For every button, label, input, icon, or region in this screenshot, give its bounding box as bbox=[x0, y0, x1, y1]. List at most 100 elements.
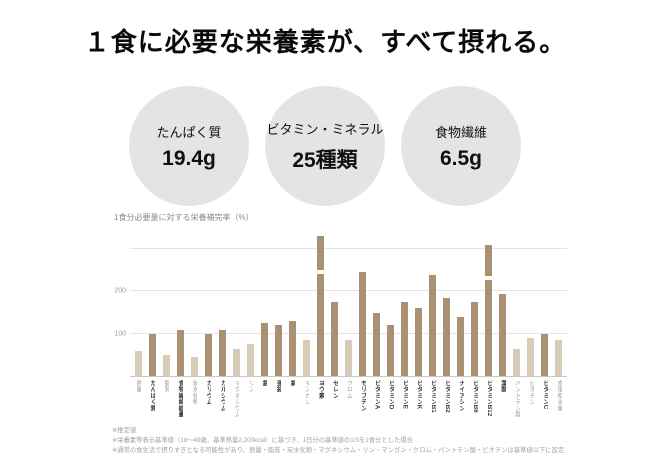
label-slot: カルシウム bbox=[215, 380, 229, 430]
bar-slot bbox=[482, 244, 496, 376]
x-axis-label: モリブデン bbox=[359, 380, 366, 411]
bar-カルシウム bbox=[218, 329, 226, 376]
bar-slot bbox=[341, 340, 355, 376]
stat-circle-1: ビタミン・ミネラル 25種類 bbox=[265, 86, 385, 206]
nutrition-chart: 1食分必要量に対する栄養補完率（%） 100 200 熱量 たんぱく質 脂質 食物繊維総… bbox=[112, 212, 567, 430]
main-headline: １食に必要な栄養素が、すべて摂れる。 bbox=[83, 27, 567, 57]
bar-slot bbox=[552, 340, 566, 376]
label-slot: ビタミンB6 bbox=[468, 380, 482, 430]
label-slot: ビタミンE bbox=[398, 380, 412, 430]
x-axis-label: たんぱく質 bbox=[149, 380, 156, 411]
bar-break-marker bbox=[484, 276, 494, 281]
bar-モリブデン bbox=[359, 272, 367, 376]
footnote-line: ※通常の食生活で摂りすぎとなる可能性があり、熱量・脂質・炭水化物・マグネシウム・… bbox=[112, 446, 565, 454]
bar-セレン bbox=[330, 302, 338, 376]
label-slot: ビタミンC bbox=[538, 380, 552, 430]
bar-炭水化物 bbox=[190, 356, 198, 376]
label-slot: ビタミンB2 bbox=[440, 380, 454, 430]
bar-slot bbox=[524, 337, 538, 376]
x-axis-label: カリウム bbox=[205, 380, 212, 405]
bar-slot bbox=[299, 340, 313, 376]
label-slot: ビタミンA bbox=[370, 380, 384, 430]
x-axis-label: 鉄 bbox=[261, 380, 268, 387]
bar-ビタミンD bbox=[387, 325, 395, 376]
label-slot: マンガン bbox=[299, 380, 313, 430]
label-slot: マグネシウム bbox=[229, 380, 243, 430]
x-axis-label: ビタミンK bbox=[415, 380, 422, 410]
y-axis-tick: 200 bbox=[114, 287, 126, 295]
x-axis-label: 食塩相当量 bbox=[556, 380, 563, 411]
x-axis-label: ビタミンD bbox=[387, 380, 394, 410]
bar-slot bbox=[496, 293, 510, 376]
x-axis-label: 熱量 bbox=[135, 380, 142, 393]
bar-slot bbox=[145, 333, 159, 376]
bar-マンガン bbox=[302, 340, 310, 376]
label-slot: ビオチン bbox=[524, 380, 538, 430]
bar-ビタミンB12 bbox=[484, 244, 494, 376]
x-axis-label: ビタミンA bbox=[373, 380, 380, 410]
x-axis-label: ナイアシン bbox=[457, 380, 464, 411]
gridline bbox=[130, 248, 567, 250]
bar-ビタミンE bbox=[401, 302, 409, 376]
label-slot: ヨウ素 bbox=[313, 380, 327, 430]
bar-ビタミンB2 bbox=[443, 297, 451, 376]
label-slot: 食物繊維総量 bbox=[173, 380, 187, 430]
label-slot: 葉酸 bbox=[496, 380, 510, 430]
bar-リン bbox=[246, 344, 254, 376]
plot-area: 100 200 bbox=[114, 228, 567, 377]
x-axis-label: ビタミンB1 bbox=[429, 380, 436, 413]
bar-ビタミンA bbox=[373, 312, 381, 376]
x-axis-label: マグネシウム bbox=[233, 380, 240, 418]
bar-slot bbox=[313, 236, 327, 376]
label-slot: クロム bbox=[341, 380, 355, 430]
bar-パントテン酸 bbox=[513, 348, 521, 376]
bar-slot bbox=[468, 302, 482, 376]
bar-ビタミンB6 bbox=[471, 302, 479, 376]
bar-slot bbox=[510, 348, 524, 376]
label-slot: リン bbox=[243, 380, 257, 430]
label-slot: ビタミンB12 bbox=[482, 380, 496, 430]
x-axis-label: リン bbox=[247, 380, 254, 393]
x-axis-label: ビタミンC bbox=[542, 380, 549, 410]
bar-slot bbox=[426, 274, 440, 376]
bar-カリウム bbox=[204, 333, 212, 376]
x-axis-labels: 熱量 たんぱく質 脂質 食物繊維総量 炭水化物 カリウム カルシウム マグネシウム リン鉄亜鉛銅… bbox=[130, 380, 567, 430]
label-slot: モリブデン bbox=[356, 380, 370, 430]
x-axis-label: パントテン酸 bbox=[513, 380, 520, 418]
bar-食物繊維総量 bbox=[176, 329, 184, 376]
x-axis-label: 食物繊維総量 bbox=[177, 380, 184, 418]
stat-value: 25種類 bbox=[292, 148, 358, 172]
footnote-line: ※推定値 bbox=[112, 427, 137, 434]
x-axis-label: 銅 bbox=[289, 380, 296, 387]
bar-slot bbox=[229, 348, 243, 376]
bar-slot bbox=[257, 323, 271, 376]
bar-slot bbox=[440, 297, 454, 376]
footnote-line: ※栄養素等表示基準値（18〜49歳、基準熱量2,200kcal）に基づき、1日分… bbox=[112, 436, 413, 444]
bar-鉄 bbox=[260, 323, 268, 376]
bar-ビタミンC bbox=[541, 333, 549, 376]
bar-slot bbox=[285, 321, 299, 376]
x-axis-label: セレン bbox=[331, 380, 338, 399]
label-slot: 鉄 bbox=[257, 380, 271, 430]
x-axis-label: ビオチン bbox=[527, 380, 534, 405]
bar-slot bbox=[187, 356, 201, 376]
bar-slot bbox=[327, 302, 341, 376]
bar-脂質 bbox=[162, 354, 170, 376]
x-axis-label: クロム bbox=[345, 380, 352, 399]
label-slot: セレン bbox=[327, 380, 341, 430]
label-slot: 炭水化物 bbox=[187, 380, 201, 430]
label-slot: ビタミンB1 bbox=[426, 380, 440, 430]
label-slot: ビタミンK bbox=[412, 380, 426, 430]
label-slot: ナイアシン bbox=[454, 380, 468, 430]
label-slot: たんぱく質 bbox=[145, 380, 159, 430]
stat-circle-0: たんぱく質 19.4g bbox=[129, 86, 249, 206]
bar-slot bbox=[243, 344, 257, 376]
y-axis-tick: 100 bbox=[114, 330, 126, 338]
x-axis-label: マンガン bbox=[303, 380, 310, 405]
gridline bbox=[130, 332, 567, 334]
label-slot: 銅 bbox=[285, 380, 299, 430]
stat-value: 19.4g bbox=[162, 146, 216, 170]
bar-熱量 bbox=[134, 350, 142, 376]
stat-label: ビタミン・ミネラル bbox=[266, 121, 384, 137]
